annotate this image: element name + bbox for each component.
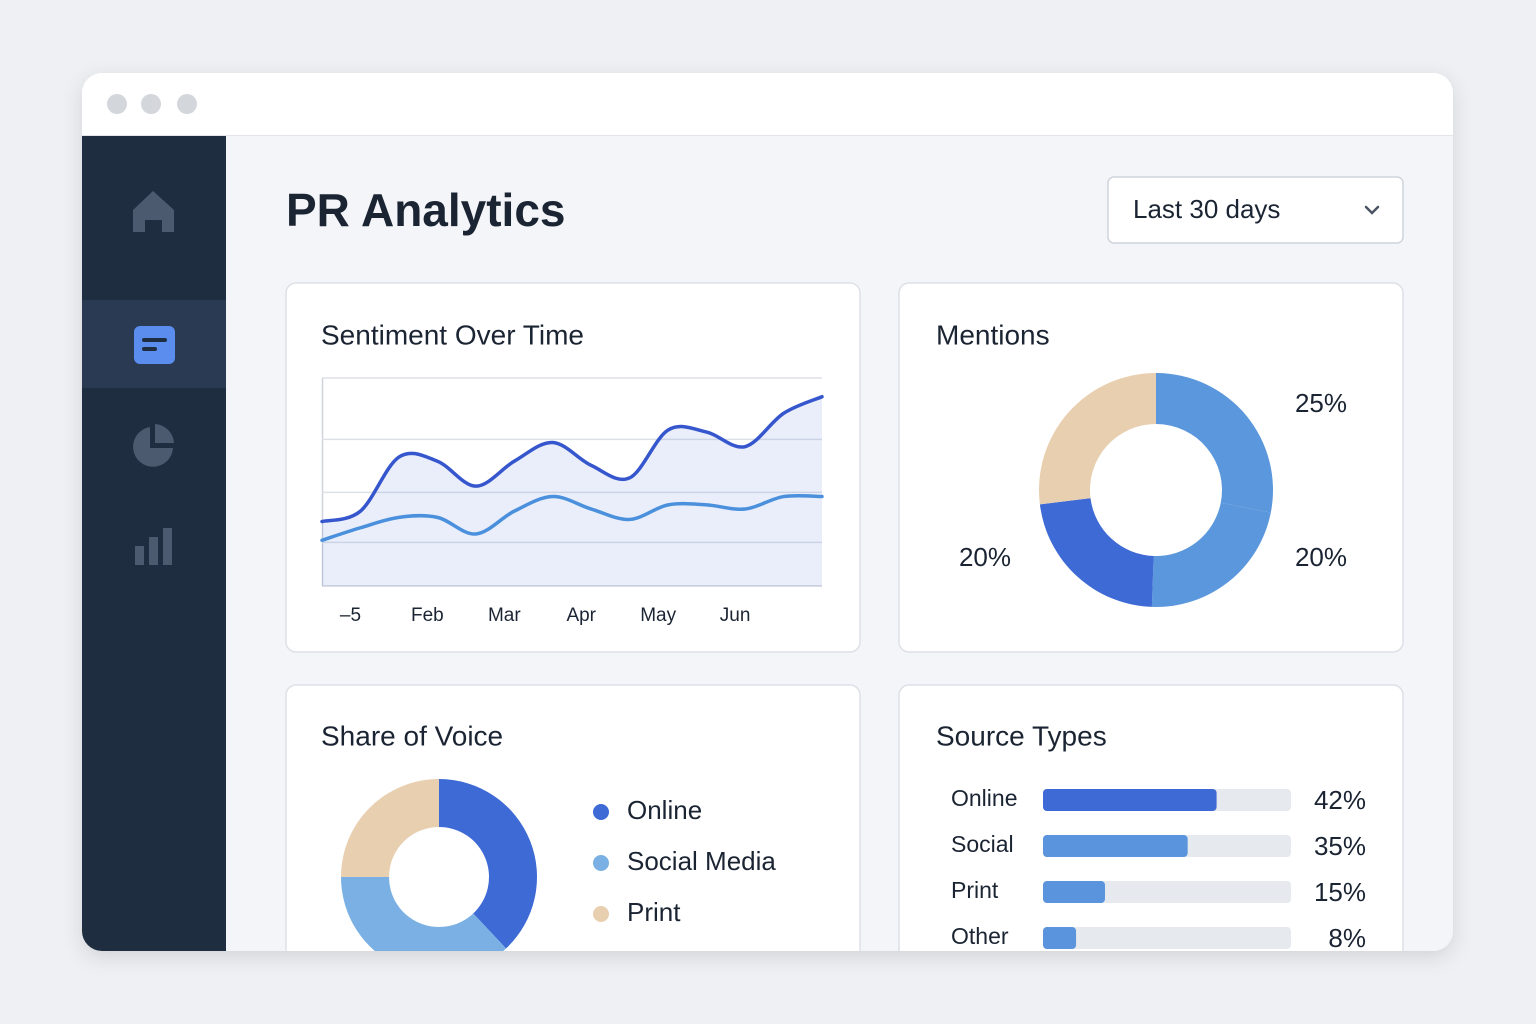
- bar-value: 8%: [1328, 923, 1366, 953]
- legend-dot: [593, 855, 609, 871]
- card: [285, 684, 861, 951]
- legend-dot: [593, 906, 609, 922]
- donut-slice: [1156, 373, 1274, 513]
- bar-value: 35%: [1314, 831, 1366, 861]
- date-dropdown[interactable]: Last 30 days: [1107, 176, 1404, 244]
- x-tick-label: Apr: [566, 605, 596, 626]
- legend-dot: [593, 804, 609, 820]
- nav-pie[interactable]: [133, 424, 174, 467]
- bar: [1043, 927, 1077, 949]
- x-tick-label: Mar: [488, 605, 521, 626]
- legend-label: Online: [627, 795, 702, 825]
- line: [320, 394, 824, 524]
- legend-label: Print: [627, 897, 681, 927]
- card-title: Sentiment Over Time: [321, 319, 584, 350]
- window-dot[interactable]: [177, 94, 197, 114]
- window-dot[interactable]: [107, 94, 127, 114]
- bar-track: [1043, 927, 1291, 949]
- window-dot[interactable]: [141, 94, 161, 114]
- donut-slice: [341, 877, 507, 951]
- card-title: Source Types: [936, 720, 1107, 751]
- x-tick-label: Jun: [720, 605, 751, 626]
- bar-label: Other: [951, 923, 1009, 949]
- bar-label: Print: [951, 877, 999, 903]
- window-content: PR Analytics Last 30 days Sentiment Over…: [82, 73, 1453, 953]
- dropdown-label: Last 30 days: [1133, 194, 1280, 224]
- bar-value: 42%: [1314, 785, 1366, 815]
- nav-reports[interactable]: [134, 326, 175, 364]
- bar-value: 15%: [1314, 877, 1366, 907]
- x-tick-label: May: [640, 605, 676, 626]
- nav-home[interactable]: [133, 191, 174, 232]
- donut-slice: [1039, 373, 1156, 505]
- card: [285, 282, 861, 653]
- bar: [1043, 835, 1188, 857]
- page-title: PR Analytics: [286, 184, 566, 236]
- area: [322, 396, 822, 586]
- card-title: Share of Voice: [321, 720, 503, 751]
- data-label: 20%: [959, 542, 1011, 572]
- donut-slice: [1151, 502, 1271, 607]
- legend-label: Social Media: [627, 846, 776, 876]
- title-bar: [82, 73, 1453, 136]
- data-label: 20%: [1295, 542, 1347, 572]
- bar-label: Online: [951, 785, 1017, 811]
- bar: [1043, 881, 1105, 903]
- x-tick-label: Feb: [411, 605, 444, 626]
- donut-slice: [1039, 498, 1154, 607]
- nav-bars[interactable]: [135, 528, 172, 565]
- bar: [1043, 789, 1217, 811]
- bar-label: Social: [951, 831, 1014, 857]
- card-title: Mentions: [936, 319, 1050, 350]
- card: [898, 282, 1404, 653]
- line: [320, 493, 824, 542]
- data-label: 25%: [1295, 388, 1347, 418]
- donut-slice: [341, 779, 439, 877]
- donut-slice: [439, 779, 537, 949]
- x-tick-label: –5: [340, 605, 361, 626]
